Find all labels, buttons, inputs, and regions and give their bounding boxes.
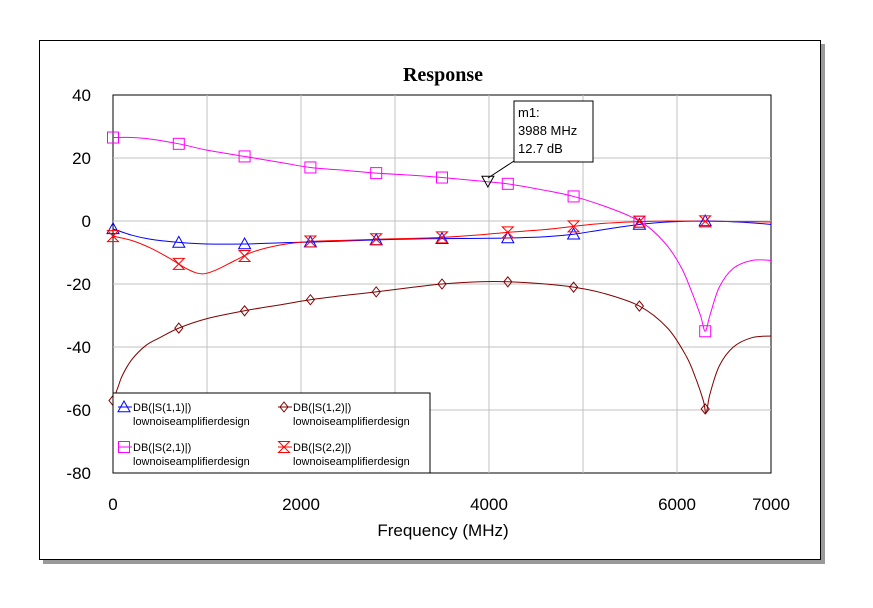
chart-title: Response bbox=[403, 64, 483, 86]
data-point-s1 bbox=[435, 231, 449, 244]
data-point-s1 bbox=[171, 235, 186, 248]
y-tick-label: -60 bbox=[66, 401, 91, 420]
data-point-s3 bbox=[501, 177, 514, 190]
data-point-s3 bbox=[370, 167, 383, 180]
series-line-s1[interactable] bbox=[113, 220, 771, 245]
data-point-s4 bbox=[566, 220, 581, 233]
x-tick-label: 6000 bbox=[658, 495, 696, 514]
data-point-s4 bbox=[172, 257, 186, 270]
data-point-s1 bbox=[237, 236, 252, 250]
legend-swatch-marker bbox=[277, 441, 291, 453]
legend-item-s1[interactable]: DB(|S(1,1)|) lownoiseamplifierdesign bbox=[117, 399, 250, 428]
marker-x-value: 3988 MHz bbox=[518, 123, 577, 138]
data-point-s1 bbox=[698, 213, 713, 227]
data-point-s4 bbox=[303, 235, 318, 248]
marker-m1-callout[interactable]: m1: 3988 MHz 12.7 dB bbox=[487, 100, 594, 179]
data-point-s2 bbox=[174, 322, 184, 334]
data-point-s4 bbox=[369, 233, 383, 246]
data-point-s4 bbox=[237, 249, 252, 262]
data-point-s2 bbox=[568, 281, 579, 293]
data-point-s2 bbox=[239, 304, 250, 317]
legend-item-s3[interactable]: DB(|S(2,1)|) lownoiseamplifierdesign bbox=[118, 441, 250, 469]
data-point-s2 bbox=[634, 300, 645, 312]
data-point-s4 bbox=[632, 215, 647, 228]
data-point-s4 bbox=[698, 215, 712, 228]
data-point-s3 bbox=[567, 190, 580, 203]
y-tick-label: -80 bbox=[66, 464, 91, 483]
data-point-s2 bbox=[305, 293, 316, 306]
y-tick-label: -20 bbox=[66, 275, 91, 294]
data-point-s2 bbox=[700, 403, 710, 415]
legend-item-s4[interactable]: DB(|S(2,2)|) lownoiseamplifierdesign bbox=[277, 441, 410, 469]
marker-callout-box bbox=[513, 100, 594, 163]
series-markers bbox=[106, 131, 713, 415]
data-point-s3 bbox=[699, 325, 712, 338]
legend-swatch-marker bbox=[279, 401, 289, 413]
data-point-s3 bbox=[172, 137, 185, 150]
data-point-s4 bbox=[106, 230, 120, 243]
x-tick-label: 4000 bbox=[470, 495, 508, 514]
legend-series-source: lownoiseamplifierdesign bbox=[293, 416, 410, 428]
series-line-s3[interactable] bbox=[113, 136, 771, 332]
marker-y-value: 12.7 dB bbox=[518, 141, 563, 156]
x-axis-ticks: 0 2000 4000 6000 7000 bbox=[108, 495, 790, 514]
legend-item-s2[interactable]: DB(|S(1,2)|) lownoiseamplifierdesign bbox=[278, 401, 410, 428]
data-point-s4 bbox=[435, 231, 449, 244]
marker-leader-line bbox=[487, 160, 515, 179]
data-point-s1 bbox=[566, 227, 581, 240]
y-tick-label: 0 bbox=[82, 212, 91, 231]
x-tick-label: 7000 bbox=[752, 495, 790, 514]
legend-series-name: DB(|S(1,2)|) bbox=[293, 402, 351, 414]
y-tick-label: 20 bbox=[72, 149, 91, 168]
legend-series-name: DB(|S(1,1)|) bbox=[133, 402, 191, 414]
legend-items: DB(|S(1,1)|)lownoiseamplifierdesignDB(|S… bbox=[117, 399, 410, 469]
x-tick-label: 2000 bbox=[282, 495, 320, 514]
x-axis-label: Frequency (MHz) bbox=[377, 521, 508, 540]
y-tick-label: 40 bbox=[72, 86, 91, 105]
y-axis-ticks: 40 20 0 -20 -40 -60 -80 bbox=[66, 86, 91, 483]
data-point-s2 bbox=[503, 275, 513, 288]
legend-box bbox=[112, 392, 431, 474]
data-point-s4 bbox=[501, 226, 515, 239]
data-point-s1 bbox=[106, 221, 120, 235]
data-point-s3 bbox=[238, 150, 251, 163]
legend-series-name: DB(|S(2,2)|) bbox=[293, 442, 351, 454]
legend-series-source: lownoiseamplifierdesign bbox=[293, 456, 410, 468]
legend-swatch-marker bbox=[118, 441, 130, 453]
legend-series-source: lownoiseamplifierdesign bbox=[133, 456, 250, 468]
data-point-s3 bbox=[107, 131, 119, 144]
legend[interactable]: DB(|S(1,1)|)lownoiseamplifierdesignDB(|S… bbox=[112, 392, 431, 474]
data-point-s1 bbox=[632, 217, 647, 230]
legend-series-name: DB(|S(2,1)|) bbox=[133, 442, 191, 454]
data-point-s2 bbox=[371, 286, 381, 298]
legend-swatch-marker bbox=[117, 399, 131, 413]
data-point-s3 bbox=[436, 171, 448, 184]
x-tick-label: 0 bbox=[108, 495, 117, 514]
y-tick-label: -40 bbox=[66, 338, 91, 357]
legend-series-source: lownoiseamplifierdesign bbox=[133, 416, 250, 428]
data-point-s2 bbox=[437, 278, 447, 290]
marker-name: m1: bbox=[518, 105, 540, 120]
marker-m1-point bbox=[481, 175, 495, 189]
data-point-s3 bbox=[304, 161, 317, 174]
